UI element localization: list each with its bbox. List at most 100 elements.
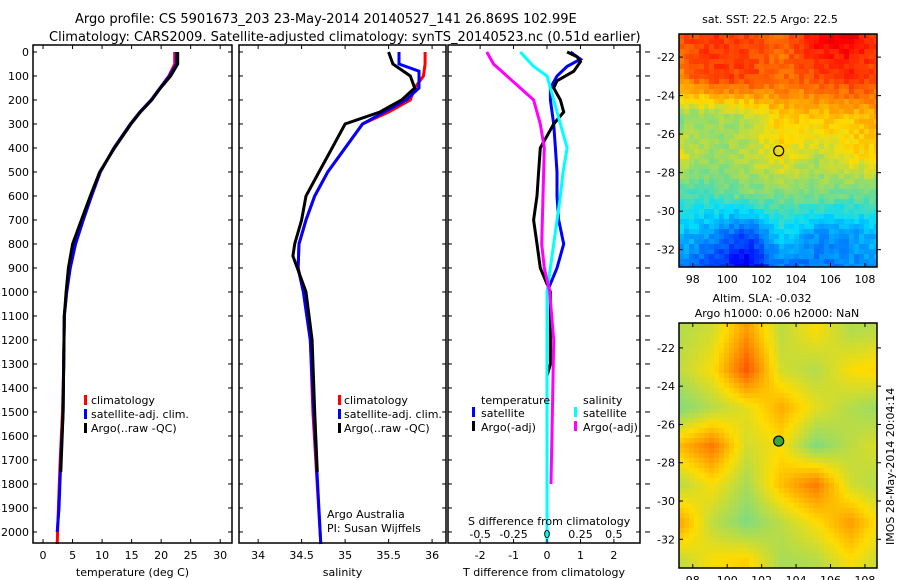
map-cell [689, 448, 694, 453]
lon-tick-label: 100 [717, 574, 738, 580]
map-cell [724, 373, 729, 378]
map-cell [834, 174, 839, 179]
map-cell [764, 508, 769, 513]
map-cell [769, 558, 774, 563]
map-cell [764, 343, 769, 348]
map-cell [774, 244, 779, 249]
map-cell [739, 234, 744, 239]
map-cell [854, 99, 859, 104]
map-cell [834, 408, 839, 413]
map-cell [819, 438, 824, 443]
map-cell [804, 139, 809, 144]
map-cell [839, 139, 844, 144]
map-cell [714, 69, 719, 74]
map-cell [844, 433, 849, 438]
map-cell [709, 34, 714, 39]
map-cell [834, 124, 839, 129]
map-cell [699, 64, 704, 69]
map-cell [754, 199, 759, 204]
map-cell [734, 244, 739, 249]
map-cell [799, 403, 804, 408]
map-cell [709, 69, 714, 74]
map-cell [854, 433, 859, 438]
map-cell [694, 418, 699, 423]
map-cell [789, 323, 794, 328]
map-cell [684, 64, 689, 69]
map-cell [804, 328, 809, 333]
map-cell [704, 458, 709, 463]
map-cell [684, 84, 689, 89]
map-cell [859, 39, 864, 44]
map-cell [729, 378, 734, 383]
map-cell [759, 214, 764, 219]
legend-swatch-t-satellite [472, 407, 475, 417]
map-cell [754, 478, 759, 483]
map-cell [839, 94, 844, 99]
map-cell [684, 363, 689, 368]
map-cell [854, 49, 859, 54]
map-cell [759, 84, 764, 89]
map-cell [684, 473, 689, 478]
map-cell [809, 403, 814, 408]
map-cell [854, 533, 859, 538]
map-cell [834, 234, 839, 239]
map-cell [704, 59, 709, 64]
map-cell [764, 129, 769, 134]
map-cell [684, 259, 689, 264]
map-cell [799, 94, 804, 99]
map-cell [679, 458, 684, 463]
map-cell [789, 543, 794, 548]
map-cell [824, 513, 829, 518]
map-cell [844, 104, 849, 109]
map-cell [819, 264, 824, 267]
map-cell [679, 478, 684, 483]
map-cell [849, 64, 854, 69]
map-cell [804, 129, 809, 134]
map-cell [819, 518, 824, 523]
map-cell [804, 553, 809, 558]
map-cell [749, 378, 754, 383]
map-cell [784, 159, 789, 164]
map-cell [739, 363, 744, 368]
map-cell [829, 234, 834, 239]
map-cell [819, 224, 824, 229]
map-cell [709, 478, 714, 483]
map-cell [749, 448, 754, 453]
map-cell [754, 129, 759, 134]
map-cell [679, 323, 684, 328]
map-cell [789, 548, 794, 553]
map-cell [849, 563, 854, 568]
map-cell [869, 49, 874, 54]
map-cell [829, 328, 834, 333]
map-cell [854, 89, 859, 94]
map-cell [854, 413, 859, 418]
map-cell [854, 323, 859, 328]
map-cell [714, 49, 719, 54]
map-cell [704, 558, 709, 563]
map-cell [824, 328, 829, 333]
map-cell [709, 229, 714, 234]
map-cell [719, 378, 724, 383]
map-cell [714, 134, 719, 139]
map-cell [859, 229, 864, 234]
map-cell [869, 403, 874, 408]
map-cell [804, 438, 809, 443]
map-cell [799, 333, 804, 338]
map-cell [714, 508, 719, 513]
map-cell [784, 338, 789, 343]
map-cell [774, 533, 779, 538]
map-cell [684, 488, 689, 493]
map-cell [744, 159, 749, 164]
map-cell [864, 433, 869, 438]
map-cell [729, 44, 734, 49]
map-cell [789, 428, 794, 433]
map-cell [829, 84, 834, 89]
map-cell [749, 199, 754, 204]
map-cell [694, 214, 699, 219]
map-cell [789, 114, 794, 119]
map-cell [714, 39, 719, 44]
map-cell [739, 478, 744, 483]
map-cell [704, 328, 709, 333]
map-cell [724, 214, 729, 219]
map-cell [764, 528, 769, 533]
